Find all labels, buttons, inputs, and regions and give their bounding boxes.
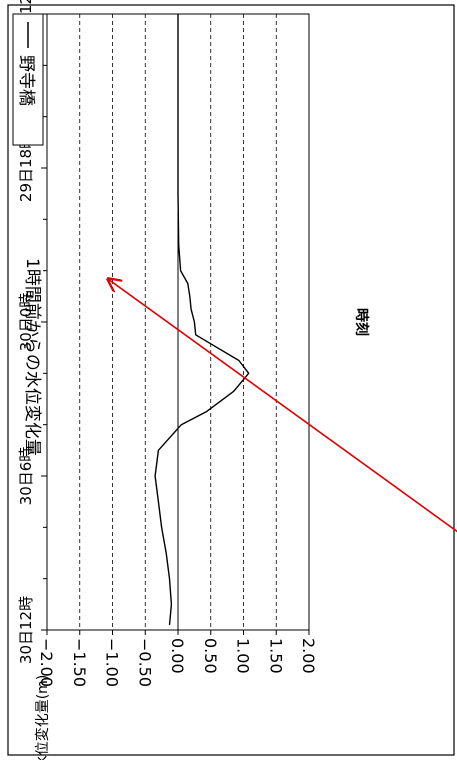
x-tick-label: 30日12時 [17, 596, 35, 664]
series-lines [154, 14, 250, 625]
y-tick-label: −1.00 [103, 638, 122, 687]
x-tick-label: 29日18時 [17, 134, 35, 202]
y-axis-label: 水位変化量(m) [34, 675, 51, 760]
grid-lines [79, 14, 277, 630]
series-line [154, 14, 250, 625]
x-axis-label: 時刻 [353, 308, 370, 336]
y-tick-label: −1.50 [70, 638, 89, 687]
chart-frame [7, 4, 455, 756]
y-tick-label: 0.00 [168, 638, 187, 674]
legend: 野寺橋 [12, 13, 44, 146]
y-tick-labels: 2.00 1.50 1.00 0.50 0.00 −0.50 −1.00 −1.50 −2.00 [37, 638, 318, 687]
y-tick-label: 2.00 [299, 638, 318, 674]
axis-ticks [41, 13, 310, 635]
x-tick-label: 30日0時 [17, 293, 35, 352]
y-tick-label: −0.50 [135, 638, 154, 687]
legend-label: 野寺橋 [16, 55, 36, 106]
y-tick-label: 0.50 [201, 638, 220, 674]
y-tick-label: 1.00 [234, 638, 253, 674]
x-tick-label: 30日6時 [17, 447, 35, 506]
legend-box [12, 13, 44, 146]
chart-title: 1時間前からの水位変化量 [22, 258, 42, 456]
annotation-arrow [108, 279, 457, 533]
y-tick-label: 1.50 [266, 638, 285, 674]
y-tick-label: −2.00 [37, 638, 56, 687]
